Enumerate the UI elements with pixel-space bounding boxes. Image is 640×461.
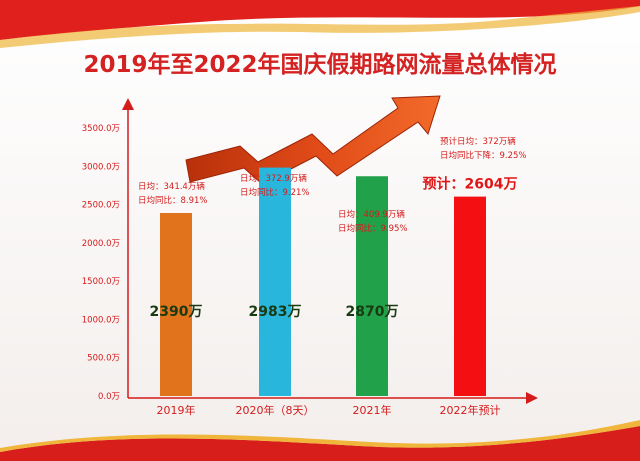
x-tick-label: 2020年（8天） xyxy=(236,403,315,417)
value-label: 2390万 xyxy=(150,304,203,320)
bars xyxy=(160,167,486,396)
y-tick-labels: 0.0万 500.0万 1000.0万 1500.0万 2000.0万 2500.0万 30… xyxy=(82,124,120,402)
annotation-line: 日均同比：8.91% xyxy=(138,195,208,206)
annotation-line: 日均同比：9.21% xyxy=(240,187,310,198)
value-label: 2983万 xyxy=(249,304,302,320)
annotation-line: 日均：341.4万辆 xyxy=(138,181,205,192)
x-tick-label: 2022年预计 xyxy=(440,403,501,417)
annotation-line: 日均同比：9.95% xyxy=(338,223,408,234)
bar-3 xyxy=(356,176,388,396)
y-tick-label: 2500.0万 xyxy=(82,201,120,211)
y-tick-label: 1500.0万 xyxy=(82,277,120,287)
x-tick-label: 2019年 xyxy=(157,403,196,417)
y-tick-label: 3000.0万 xyxy=(82,162,120,172)
value-label: 预计：2604万 xyxy=(423,176,518,193)
y-tick-label: 500.0万 xyxy=(87,354,120,364)
bar-1 xyxy=(160,212,192,396)
trend-arrow xyxy=(185,95,441,185)
value-label: 2870万 xyxy=(346,304,399,320)
decor-swoosh-bottom-gold xyxy=(0,420,640,452)
y-tick-label: 0.0万 xyxy=(98,392,120,402)
decor-swoosh-bottom xyxy=(0,426,640,461)
y-tick-label: 3500.0万 xyxy=(82,124,120,134)
annotation-line: 日均：372.9万辆 xyxy=(240,173,307,184)
trend-arrow-layer xyxy=(185,95,441,185)
x-tick-label: 2021年 xyxy=(353,403,392,417)
y-tick-label: 1000.0万 xyxy=(82,315,120,325)
value-labels: 2390万 2983万 2870万 预计：2604万 xyxy=(150,176,518,320)
y-tick-label: 2000.0万 xyxy=(82,239,120,249)
annotation-line: 日均：409.9万辆 xyxy=(338,209,405,220)
decor-swoosh-top-gold xyxy=(0,6,640,48)
decor-swoosh-top xyxy=(0,0,640,40)
bar-2 xyxy=(259,167,291,396)
annotation-line: 日均同比下降：9.25% xyxy=(440,150,527,161)
chart-title: 2019年至2022年国庆假期路网流量总体情况 xyxy=(83,51,556,78)
annotation-line: 预计日均：372万辆 xyxy=(440,136,516,147)
bar-4 xyxy=(454,196,486,396)
x-tick-labels: 2019年 2020年（8天） 2021年 2022年预计 xyxy=(157,403,501,417)
